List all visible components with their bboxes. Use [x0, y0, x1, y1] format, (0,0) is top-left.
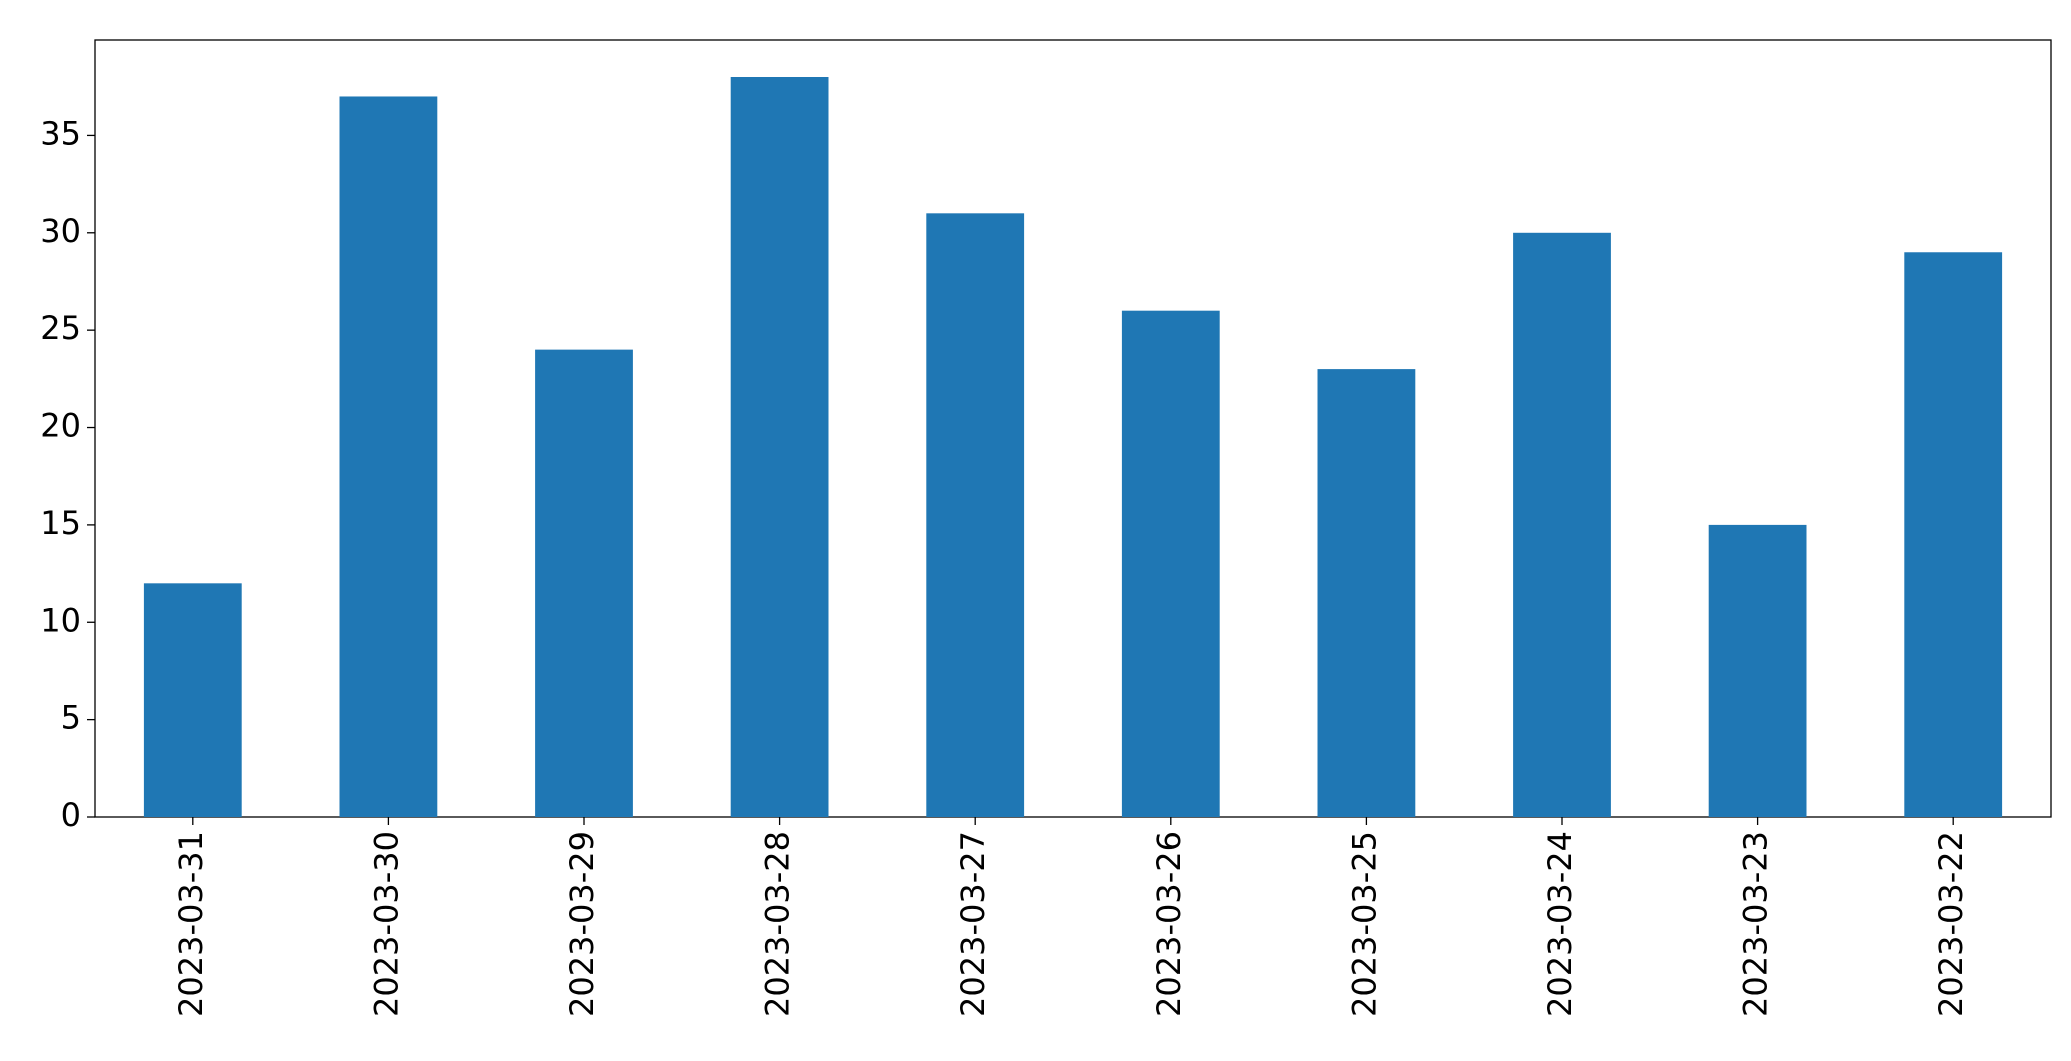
bar — [339, 96, 438, 817]
bar — [1904, 252, 2003, 817]
bar — [143, 583, 242, 817]
bar — [730, 77, 829, 817]
x-tick-label: 2023-03-28 — [759, 831, 797, 1017]
plot-frame — [94, 39, 2052, 818]
y-tick-label: 30 — [40, 212, 81, 250]
bar — [926, 213, 1025, 817]
bar — [1317, 369, 1416, 817]
x-tick-label: 2023-03-25 — [1345, 831, 1383, 1017]
bar — [1513, 232, 1611, 817]
y-tick-label: 10 — [40, 601, 81, 639]
x-tick-label: 2023-03-22 — [1932, 831, 1970, 1017]
y-tick-label: 5 — [61, 699, 81, 737]
x-tick-label: 2023-03-27 — [954, 831, 992, 1017]
x-tick-label: 2023-03-31 — [172, 831, 210, 1017]
y-tick-label: 15 — [40, 504, 81, 542]
y-tick-label: 25 — [40, 309, 81, 347]
bar — [535, 349, 633, 817]
y-tick-label: 35 — [40, 114, 81, 152]
bar — [1121, 310, 1220, 817]
x-tick-label: 2023-03-29 — [563, 831, 601, 1017]
y-tick-label: 20 — [40, 407, 81, 445]
x-tick-label: 2023-03-30 — [367, 831, 405, 1017]
x-tick-label: 2023-03-26 — [1150, 831, 1188, 1017]
x-tick-label: 2023-03-24 — [1541, 831, 1579, 1017]
y-tick-label: 0 — [61, 796, 81, 834]
x-tick-label: 2023-03-23 — [1737, 831, 1775, 1017]
bar — [1708, 524, 1807, 817]
